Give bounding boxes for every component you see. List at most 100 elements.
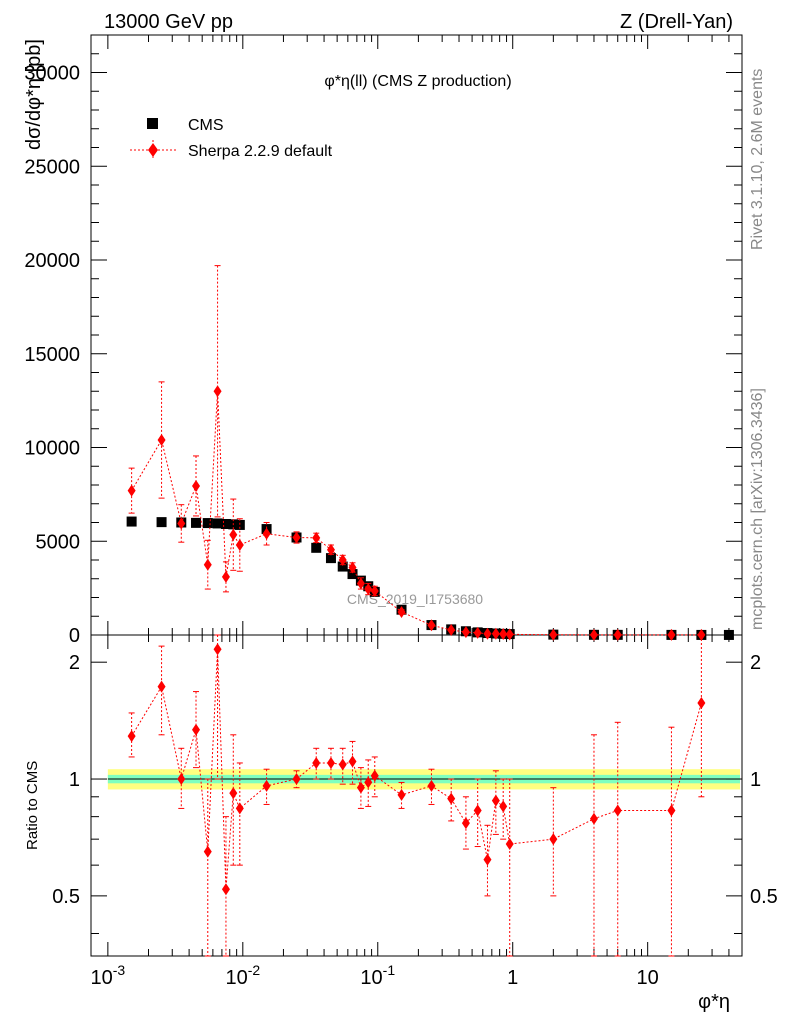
cms-point <box>723 629 734 640</box>
y-axis-label: dσ/dφ*η [pb] <box>23 39 45 150</box>
legend-marker-sherpa <box>148 143 158 157</box>
sherpa-point <box>461 626 470 639</box>
ratio-point <box>397 788 406 801</box>
ratio-point <box>370 769 379 782</box>
ratio-point <box>157 680 166 693</box>
sherpa-point <box>292 531 301 544</box>
ratio-point <box>235 802 244 815</box>
cms-point <box>311 542 322 553</box>
sherpa-point <box>427 619 436 632</box>
ratio-point <box>292 773 301 786</box>
legend-marker-cms <box>147 118 158 129</box>
sherpa-point <box>505 628 514 641</box>
ratio-y-tick-label-left: 1 <box>69 769 80 791</box>
ratio-point <box>491 794 500 807</box>
ratio-point <box>356 781 365 794</box>
ratio-point <box>221 883 230 896</box>
sherpa-point <box>483 627 492 640</box>
sherpa-point <box>491 627 500 640</box>
ratio-point <box>312 756 321 769</box>
plot-title-text: φ*η(ll) (CMS Z production) <box>324 73 511 90</box>
ratio-point <box>213 643 222 656</box>
sherpa-point <box>364 583 373 596</box>
ratio-point <box>589 812 598 825</box>
sherpa-point <box>356 577 365 590</box>
ratio-point <box>499 800 508 813</box>
ratio-line <box>131 649 702 890</box>
ratio-point <box>177 773 186 786</box>
sherpa-point <box>549 628 558 641</box>
sherpa-point <box>177 517 186 530</box>
sherpa-point <box>262 527 271 540</box>
cms-point <box>126 516 137 527</box>
ratio-y-tick-label-right: 1 <box>750 769 761 791</box>
x-tick-label: 10-1 <box>360 962 395 989</box>
sherpa-point <box>613 628 622 641</box>
sherpa-point <box>667 628 676 641</box>
sherpa-point <box>370 584 379 597</box>
ratio-point <box>549 833 558 846</box>
cms-point <box>202 518 213 529</box>
sherpa-point <box>312 531 321 544</box>
plot-title: φ*η(ll) (CMS Z production) <box>324 73 511 90</box>
sherpa-point <box>447 623 456 636</box>
sherpa-line <box>131 391 702 636</box>
header-right-label: Z (Drell-Yan) <box>620 11 733 33</box>
ratio-point <box>203 845 212 858</box>
ratio-y-axis-label: Ratio to CMS <box>24 761 41 850</box>
legend-label-sherpa: Sherpa 2.2.9 default <box>188 143 333 160</box>
x-tick-label: 10 <box>637 967 659 989</box>
cms-point <box>234 519 245 530</box>
sherpa-point <box>229 528 238 541</box>
cms-point <box>191 517 202 528</box>
x-tick-label: 1 <box>507 967 518 989</box>
sherpa-point <box>203 558 212 571</box>
cms-point <box>156 517 167 528</box>
ratio-y-tick-label-right: 2 <box>750 652 761 674</box>
cms-point <box>347 569 358 580</box>
cms-point <box>212 518 223 529</box>
cms-point <box>220 519 231 529</box>
sherpa-point <box>213 385 222 398</box>
sherpa-point <box>348 561 357 574</box>
ratio-point <box>348 755 357 768</box>
analysis-watermark: CMS_2019_I1753680 <box>347 591 483 607</box>
sherpa-point <box>192 479 201 492</box>
ratio-uncertainty-band <box>107 769 742 790</box>
ratio-series-sherpa <box>127 634 706 957</box>
x-axis-label: φ*η <box>698 991 730 1013</box>
sherpa-point <box>397 605 406 618</box>
ratio-point <box>427 779 436 792</box>
sherpa-point <box>235 539 244 551</box>
sherpa-point <box>473 626 482 639</box>
cms-point <box>325 553 336 564</box>
cms-point <box>337 561 348 572</box>
series-sherpa <box>127 265 706 641</box>
legend-label-cms: CMS <box>188 117 224 134</box>
ratio-point <box>473 804 482 817</box>
ratio-point <box>192 723 201 736</box>
y-tick-label: 25000 <box>24 156 80 178</box>
mcplots-label: mcplots.cern.ch [arXiv:1306.3436] <box>749 388 766 630</box>
header-left-label: 13000 GeV pp <box>104 11 233 33</box>
ratio-point <box>229 787 238 800</box>
sherpa-point <box>499 628 508 641</box>
sherpa-point <box>127 484 136 497</box>
y-tick-label: 10000 <box>24 438 80 460</box>
x-tick-label: 10-3 <box>91 962 126 989</box>
sherpa-point <box>221 570 230 583</box>
y-tick-label: 0 <box>69 625 80 647</box>
y-tick-label: 15000 <box>24 344 80 366</box>
legend: CMS Sherpa 2.2.9 default <box>130 117 333 160</box>
ratio-point <box>505 838 514 851</box>
ratio-point <box>613 804 622 817</box>
y-tick-label: 20000 <box>24 250 80 272</box>
ratio-plot-frame <box>90 634 743 957</box>
rivet-version-label: Rivet 3.1.10, 2.6M events <box>749 69 766 250</box>
ratio-point <box>326 756 335 769</box>
ratio-point <box>667 804 676 817</box>
ratio-y-tick-label-left: 2 <box>69 652 80 674</box>
ratio-point <box>364 776 373 789</box>
ratio-y-tick-label-right: 0.5 <box>750 886 778 908</box>
